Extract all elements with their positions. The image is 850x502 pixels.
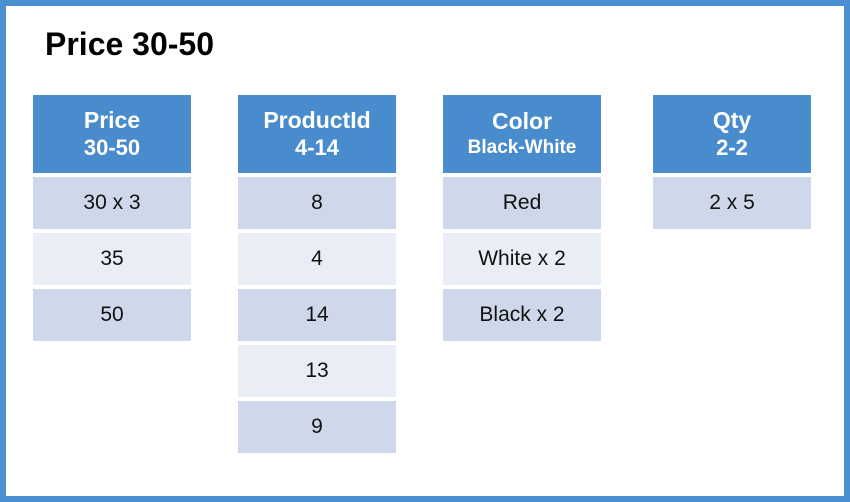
facet-row: Black x 2 — [443, 289, 601, 341]
facet-row: 14 — [238, 289, 396, 341]
facet-table-color: Color Black-White Red White x 2 Black x … — [443, 95, 601, 345]
facet-table-price: Price 30-50 30 x 3 35 50 — [33, 95, 191, 345]
facet-header-color-line1: Color — [491, 108, 553, 134]
facet-row: 9 — [238, 401, 396, 453]
facet-header-color-line2: Black-White — [467, 137, 577, 158]
facet-header-product-id-line2: 4-14 — [294, 135, 340, 160]
facet-table-product-id: ProductId 4-14 8 4 14 13 9 — [238, 95, 396, 457]
facet-header-product-id: ProductId 4-14 — [238, 95, 396, 173]
facet-row: 50 — [33, 289, 191, 341]
facet-header-qty: Qty 2-2 — [653, 95, 811, 173]
facet-header-price: Price 30-50 — [33, 95, 191, 173]
facet-row: 4 — [238, 233, 396, 285]
facet-header-qty-line1: Qty — [712, 107, 752, 133]
facet-header-color: Color Black-White — [443, 95, 601, 173]
facet-row: 8 — [238, 177, 396, 229]
facet-header-qty-line2: 2-2 — [716, 135, 748, 160]
facet-table-qty: Qty 2-2 2 x 5 — [653, 95, 811, 233]
facet-header-price-line1: Price — [83, 107, 141, 133]
facet-row: 13 — [238, 345, 396, 397]
page-title: Price 30-50 — [45, 26, 215, 62]
facet-header-product-id-line1: ProductId — [263, 107, 371, 133]
facet-row: 2 x 5 — [653, 177, 811, 229]
facet-header-price-line2: 30-50 — [83, 135, 141, 160]
facet-row: 30 x 3 — [33, 177, 191, 229]
facet-row: Red — [443, 177, 601, 229]
facet-row: 35 — [33, 233, 191, 285]
facet-row: White x 2 — [443, 233, 601, 285]
